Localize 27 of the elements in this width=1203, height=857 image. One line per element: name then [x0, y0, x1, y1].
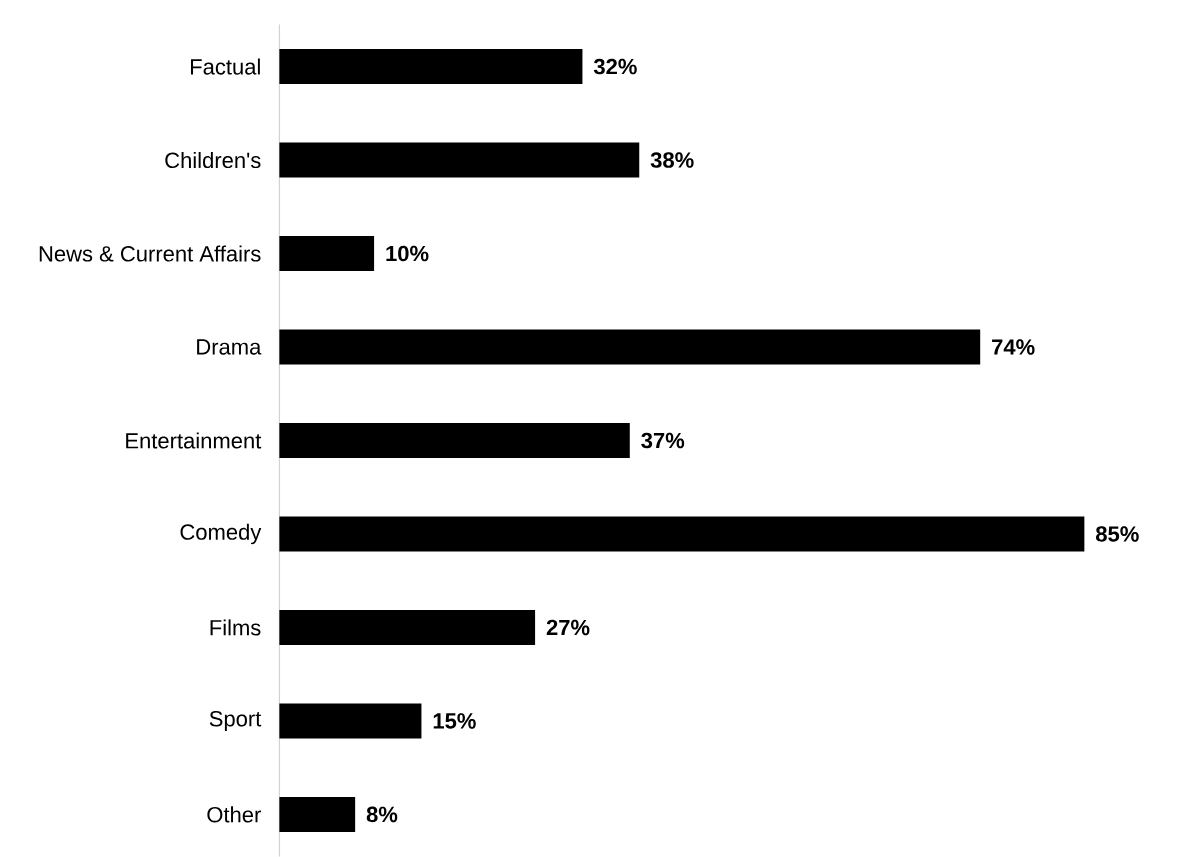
y-tick-label: Sport	[209, 710, 262, 731]
y-tick-label: Entertainment	[126, 432, 262, 449]
bar	[279, 422, 630, 458]
y-tick-label: Drama	[197, 339, 262, 355]
y-tick-label: News & Current Affairs	[39, 245, 261, 262]
data-label: 37%	[641, 432, 685, 449]
bar	[279, 329, 981, 365]
y-tick-label: Comedy	[180, 523, 262, 545]
bar	[279, 609, 536, 645]
y-tick-label: Children's	[165, 151, 261, 169]
data-label: 85%	[1095, 526, 1139, 542]
data-label: 15%	[433, 713, 476, 729]
bar	[279, 142, 640, 178]
bar	[279, 49, 583, 84]
bar	[279, 796, 356, 832]
y-tick-label: Factual	[190, 58, 260, 75]
data-label: 8%	[366, 806, 398, 823]
data-label: 74%	[992, 339, 1035, 355]
data-label: 38%	[650, 152, 694, 168]
data-label: 27%	[546, 619, 590, 636]
bar	[279, 516, 1085, 552]
bar	[279, 703, 422, 739]
data-label: 10%	[386, 245, 429, 262]
y-tick-label: Films	[210, 619, 261, 636]
data-label: 32%	[593, 58, 637, 75]
y-tick-label: Other	[207, 806, 261, 823]
bar	[279, 235, 375, 271]
